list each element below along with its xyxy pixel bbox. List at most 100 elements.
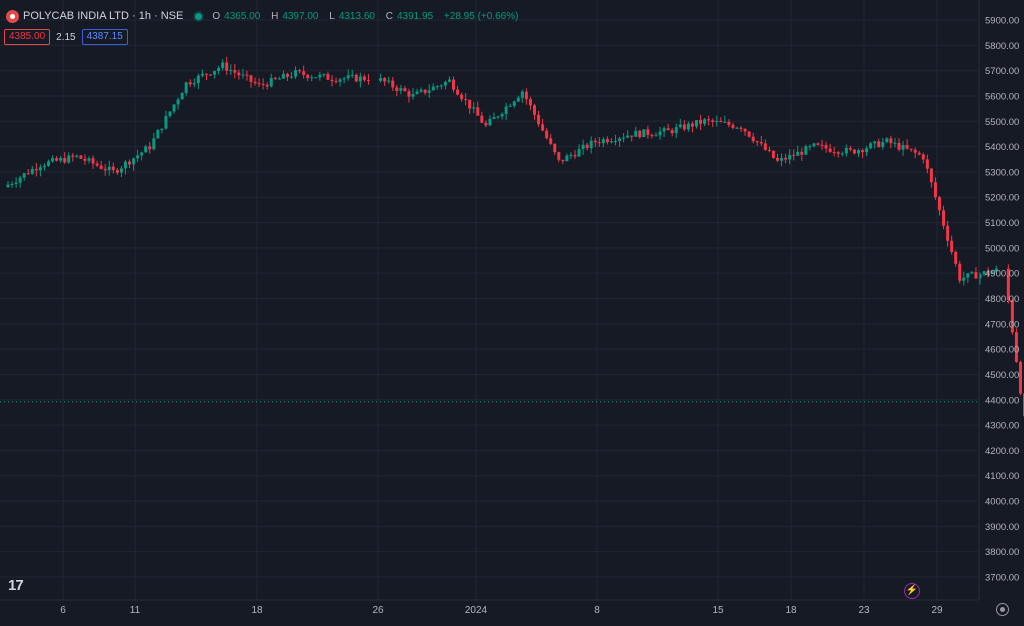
candle-body [739,127,743,129]
candle-body [103,168,107,171]
candle-body [221,62,225,69]
candle-body [913,149,917,153]
candle-body [589,140,593,149]
candle-body [650,134,654,136]
y-tick-label: 5200.00 [985,193,1019,204]
candle-body [533,105,536,115]
candle-body [654,135,658,137]
candle-body [306,74,310,79]
candle-body [500,113,504,117]
candle-body [759,142,763,144]
candle-body [399,88,403,91]
tradingview-logo[interactable]: 17 [8,577,24,594]
candle-body [346,75,350,79]
candle-body [751,136,755,142]
candle-body [865,148,869,153]
candle-body [350,74,354,76]
candle-body [273,77,277,79]
candle-body [95,163,99,166]
y-tick-label: 3900.00 [985,522,1019,533]
candle-body [160,128,164,131]
candle-body [573,155,577,157]
candle-body [67,155,71,163]
candle-body [132,158,136,165]
candle-body [792,154,796,156]
candle-body [682,124,686,130]
candle-body [723,121,727,123]
market-status-icon[interactable] [195,12,203,20]
candle-body [439,85,443,87]
candle-body [192,83,196,85]
candle-body [403,88,407,92]
x-tick-label: 23 [858,605,870,616]
candle-body [776,157,779,161]
candle-body [634,130,638,137]
candle-body [986,271,990,274]
polycab-logo-icon [6,9,19,23]
candle-body [836,152,840,154]
candle-body [83,158,87,161]
candle-body [476,107,480,116]
candle-body [237,72,241,76]
lightning-icon[interactable]: ⚡ [904,583,920,599]
sell-button[interactable]: 4385.00 [4,29,51,45]
candle-body [383,77,387,82]
candle-body [265,84,269,87]
candle-body [626,135,630,138]
candle-body [577,149,581,157]
candle-body [310,77,314,79]
spread-value: 2.15 [56,31,76,43]
candle-body [690,123,694,127]
candle-body [771,150,775,158]
y-tick-label: 4900.00 [985,269,1019,280]
candle-body [954,251,958,264]
candle-body [269,77,273,87]
y-tick-label: 4600.00 [985,345,1019,356]
candle-body [443,81,447,86]
settings-gear-icon[interactable] [996,603,1009,616]
candle-body [75,155,79,157]
symbol-title[interactable]: POLYCAB INDIA LTD · 1h · NSE [23,10,184,22]
candle-body [561,159,565,162]
candle-body [508,105,512,107]
candle-body [857,150,860,154]
candle-body [808,146,812,148]
candle-body [877,141,881,148]
candle-body [26,173,30,175]
candle-body [136,155,140,159]
candle-body [784,157,788,160]
candle-body [917,152,921,155]
candle-body [630,135,634,137]
candle-body [711,120,715,122]
candle-body [885,138,889,143]
candle-body [707,119,711,121]
candle-body [1014,332,1018,362]
candle-body [537,114,541,125]
buy-button[interactable]: 4387.15 [81,29,128,45]
candle-body [253,81,257,84]
candle-body [358,76,362,82]
candle-body [249,75,253,82]
y-tick-label: 4300.00 [985,421,1019,432]
candle-body [225,62,229,71]
candle-body [601,139,605,144]
y-tick-label: 5700.00 [985,66,1019,77]
y-tick-label: 5300.00 [985,167,1019,178]
candle-body [946,225,950,241]
candle-body [18,177,22,183]
candle-body [824,145,828,149]
candle-body [233,70,237,73]
candle-body [496,116,500,118]
candle-body [391,80,395,88]
candle-body [804,146,808,155]
y-tick-label: 5400.00 [985,142,1019,153]
candle-body [285,73,289,77]
candle-body [553,143,557,153]
y-tick-label: 3700.00 [985,573,1019,584]
candle-body [59,158,63,161]
candle-body [188,82,192,85]
candle-body [464,99,468,101]
candle-body [111,166,115,171]
candle-body [966,273,970,278]
